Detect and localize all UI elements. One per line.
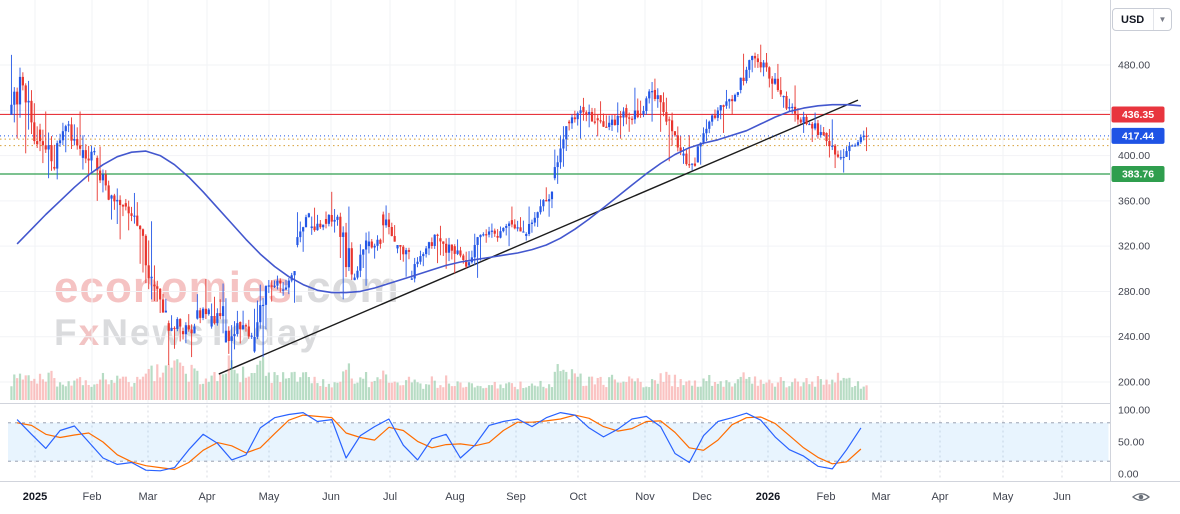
trend-line (218, 99, 859, 375)
eye-icon[interactable] (1128, 485, 1154, 509)
indicator-axis-label: 0.00 (1118, 469, 1139, 481)
price-axis-label: 360.00 (1118, 195, 1150, 207)
stochastic-k-line (16, 412, 862, 472)
support-badge: 383.76 (1111, 165, 1165, 182)
time-axis-label: Aug (445, 491, 465, 503)
stochastic-d-line (16, 414, 862, 471)
price-axis-label: 240.00 (1118, 331, 1150, 343)
time-axis-label: Dec (692, 491, 712, 503)
last-price-badge-label: 417.44 (1122, 130, 1154, 142)
price-axis-label: 400.00 (1118, 150, 1150, 162)
watermark-brand-line: economies.com (54, 266, 400, 310)
support-badge-label: 383.76 (1122, 168, 1154, 180)
time-axis-label: Jul (383, 491, 397, 503)
ma-line (16, 103, 861, 294)
time-axis-label: Apr (931, 491, 948, 503)
watermark-tagline-x: x (78, 312, 102, 353)
time-axis-label: Feb (83, 491, 102, 503)
time-axis-label: 2026 (756, 491, 780, 503)
chevron-down-icon: ▼ (1153, 9, 1171, 30)
time-axis-label: Jun (322, 491, 340, 503)
last-price-badge: 417.44 (1111, 127, 1165, 144)
indicator-axis-label: 50.00 (1118, 437, 1144, 449)
watermark: economies.com FxNewsToday (54, 266, 400, 353)
time-axis-label: Oct (569, 491, 586, 503)
candlesticks (10, 44, 868, 369)
time-axis-label: Sep (506, 491, 526, 503)
currency-label: USD (1121, 13, 1145, 26)
time-axis-label: Apr (198, 491, 215, 503)
time-axis-label: May (259, 491, 280, 503)
resistance-badge: 436.35 (1111, 106, 1165, 123)
grid-lines (0, 0, 1111, 481)
price-axis[interactable]: 480.00440.00400.00360.00320.00280.00240.… (1110, 0, 1180, 514)
time-axis-label: Nov (635, 491, 655, 503)
resistance-badge-label: 436.35 (1122, 109, 1154, 121)
time-axis-label: 2025 (23, 491, 47, 503)
price-axis-label: 200.00 (1118, 377, 1150, 389)
time-axis-label: May (993, 491, 1014, 503)
watermark-brand: economies (54, 263, 293, 312)
time-axis-label: Mar (872, 491, 891, 503)
time-axis-label: Feb (817, 491, 836, 503)
indicator-axis-label: 100.00 (1118, 405, 1150, 417)
watermark-tagline-pre: F (54, 312, 79, 353)
time-axis[interactable]: 2025 Feb Mar Apr May Jun Jul Aug Sep Oct Nov Dec 202… (0, 481, 1180, 514)
price-axis-label: 280.00 (1118, 286, 1150, 298)
stochastic-band (8, 422, 1111, 462)
price-axis-label: 320.00 (1118, 241, 1150, 253)
currency-dropdown[interactable]: USD ▼ (1112, 8, 1172, 31)
volume-bars (10, 355, 868, 400)
time-axis-label: Mar (139, 491, 158, 503)
price-axis-label: 480.00 (1118, 60, 1150, 72)
time-axis-label: Jun (1053, 491, 1071, 503)
